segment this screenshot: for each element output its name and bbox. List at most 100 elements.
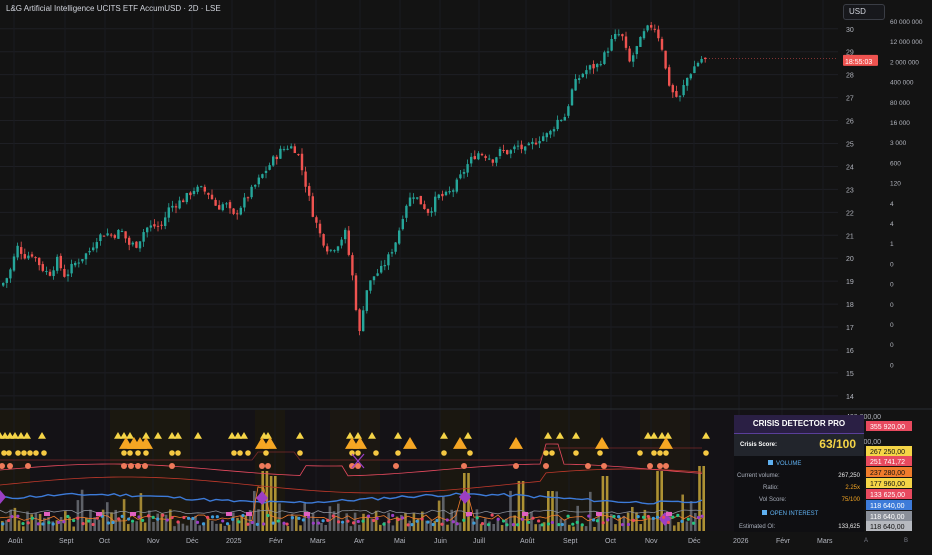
indicator-bar (374, 510, 378, 531)
indicator-bar (316, 518, 319, 531)
candle-body (570, 89, 574, 106)
candle-body (322, 234, 325, 246)
candle-body (686, 77, 689, 86)
yellow-dot (395, 450, 401, 456)
candle-body (552, 129, 556, 132)
indicator-bar (236, 517, 239, 531)
indicator-bar (488, 521, 491, 531)
orange-dot (135, 463, 141, 469)
activity-dot (47, 521, 51, 525)
yellow-dot (121, 450, 127, 456)
price-tick-label: 25 (846, 142, 854, 149)
yellow-alert-marker (644, 432, 652, 439)
candle-body (642, 31, 646, 39)
activity-dot (661, 515, 666, 519)
candle-body (117, 229, 120, 239)
candle-body (102, 235, 106, 237)
indicator-bar (622, 515, 626, 531)
candle-body (354, 275, 358, 310)
indicator-bar (324, 524, 327, 531)
candle-body (434, 196, 437, 212)
candle-body (383, 265, 386, 267)
yellow-alert-marker (296, 432, 304, 439)
activity-dot (472, 521, 476, 525)
yellow-alert-marker (464, 432, 472, 439)
candle-body (408, 197, 412, 207)
yellow-alert-marker (394, 432, 402, 439)
candle-body (419, 195, 422, 205)
indicator-bar (429, 520, 432, 531)
yellow-alert-marker (658, 432, 666, 439)
indicator-bar (97, 519, 101, 531)
indicator-bar (416, 518, 420, 531)
candle-body (120, 231, 124, 233)
indicator-line-blue (0, 492, 703, 505)
yellow-dot (245, 450, 251, 456)
activity-dot (241, 513, 245, 518)
activity-dot (626, 522, 631, 527)
indicator-bar (143, 522, 147, 531)
volume-axis-label: 0 (890, 322, 894, 329)
crisis-detector-panel: CRISIS DETECTOR PRO Crisis Score: 63/100… (734, 415, 864, 532)
indicator-value-tag-text: 355 920,00 (870, 424, 905, 431)
candle-body (254, 184, 257, 187)
candle-body (16, 245, 19, 258)
indicator-bar (85, 517, 88, 531)
candle-body (614, 33, 617, 39)
activity-dot (490, 513, 494, 517)
countdown-tag (843, 54, 878, 66)
pink-flag-marker (130, 512, 136, 516)
currency-selector[interactable]: USD (843, 4, 885, 20)
orange-alert-marker (353, 437, 367, 449)
activity-dot (326, 518, 330, 522)
candle-body (358, 309, 361, 332)
yellow-dot (231, 450, 237, 456)
candle-body (347, 230, 350, 255)
auto-scale-button[interactable]: A (863, 538, 868, 544)
volume-axis-label: 4 (890, 201, 894, 208)
candle-body (178, 200, 181, 209)
candle-body (171, 205, 174, 208)
oi-icon (762, 510, 767, 515)
activity-dot (186, 516, 191, 520)
log-scale-button[interactable]: B (903, 538, 908, 544)
indicator-bar (257, 509, 260, 531)
activity-dot (400, 516, 405, 520)
candle-body (567, 106, 570, 116)
yellow-dot (703, 450, 709, 456)
oi-header-text: OPEN INTEREST (770, 511, 819, 517)
activity-dot (396, 517, 400, 522)
indicator-bar (383, 522, 386, 531)
candle-body (92, 247, 95, 251)
indicator-bar (1, 521, 4, 531)
candle-body (290, 146, 293, 149)
candle-body (164, 217, 167, 226)
candle-body (635, 46, 638, 55)
orange-dot (142, 463, 148, 469)
candle-body (135, 241, 138, 248)
candle-body (261, 174, 264, 178)
countdown-text: 18:55:03 (845, 59, 872, 66)
candle-body (700, 58, 703, 63)
candle-body (650, 25, 653, 28)
volume-axis-label: 400 000 (890, 80, 914, 87)
candle-body (153, 224, 156, 227)
activity-dot (250, 520, 255, 525)
candle-body (282, 149, 286, 151)
candle-body (210, 194, 214, 200)
yellow-alert-marker (114, 432, 122, 439)
yellow-dot (637, 450, 643, 456)
indicator-bar (215, 523, 218, 531)
indicator-line-dark-red (0, 447, 702, 461)
indicator-bar (349, 526, 353, 531)
activity-dot (182, 515, 186, 520)
orange-dot (121, 463, 127, 469)
indicator-value-tag (866, 478, 912, 488)
candle-body (527, 143, 530, 146)
candle-body (416, 197, 419, 199)
time-axis-label: Avr (354, 538, 365, 545)
candle-body (693, 66, 696, 74)
crisis-score-value: 63/100 (819, 437, 856, 451)
